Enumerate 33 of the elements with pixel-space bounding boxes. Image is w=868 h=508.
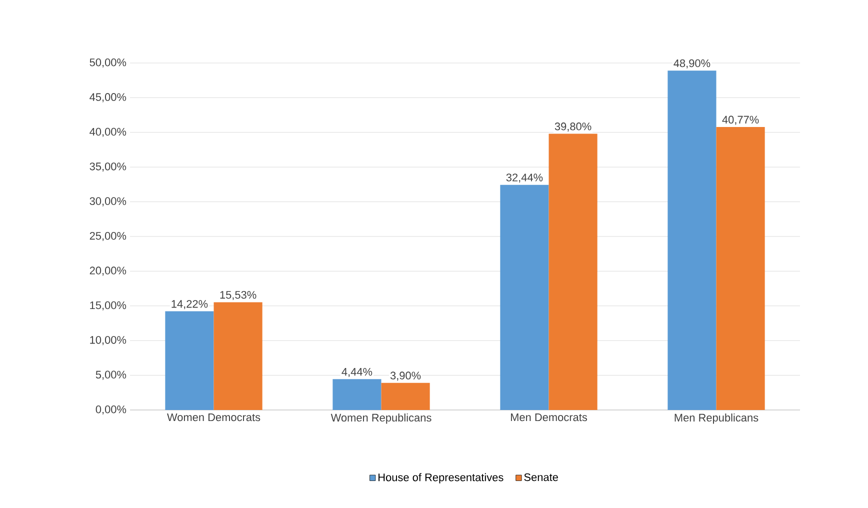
bar (548, 134, 598, 410)
data-label: 39,80% (554, 122, 592, 132)
bar (381, 382, 430, 410)
bar (716, 127, 765, 410)
data-label: 48,90% (674, 59, 710, 68)
x-tick-label: Men Democrats (510, 414, 588, 422)
bar (165, 311, 214, 410)
data-label: 32,44% (506, 174, 543, 183)
y-tick-label: 20,00% (90, 266, 126, 276)
bar (332, 379, 382, 410)
data-label: 3,90% (390, 372, 421, 381)
bar (668, 70, 716, 410)
y-tick-label: 40,00% (90, 128, 126, 137)
y-tick-label: 50,00% (90, 58, 126, 68)
y-tick-label: 35,00% (90, 162, 126, 172)
data-label: 14,22% (172, 300, 208, 310)
x-tick-label: Women Republicans (330, 414, 432, 424)
y-tick-label: 30,00% (90, 197, 126, 206)
y-tick-label: 25,00% (90, 232, 126, 242)
data-label: 4,44% (342, 368, 372, 377)
data-label: 40,77% (722, 116, 759, 125)
y-tick-label: 45,00% (90, 93, 126, 102)
y-tick-label: 10,00% (90, 336, 126, 346)
bar (500, 184, 549, 410)
x-tick-label: Women Democrats (167, 414, 260, 422)
bar (214, 302, 262, 410)
y-tick-label: 0,00% (96, 405, 126, 415)
y-tick-label: 15,00% (90, 301, 126, 310)
x-tick-label: Men Republicans (674, 414, 758, 424)
legend-label: Senate (524, 473, 558, 482)
y-tick-label: 5,00% (96, 370, 126, 380)
data-label: 15,53% (220, 290, 256, 300)
legend-label: House of Representatives (378, 473, 504, 484)
